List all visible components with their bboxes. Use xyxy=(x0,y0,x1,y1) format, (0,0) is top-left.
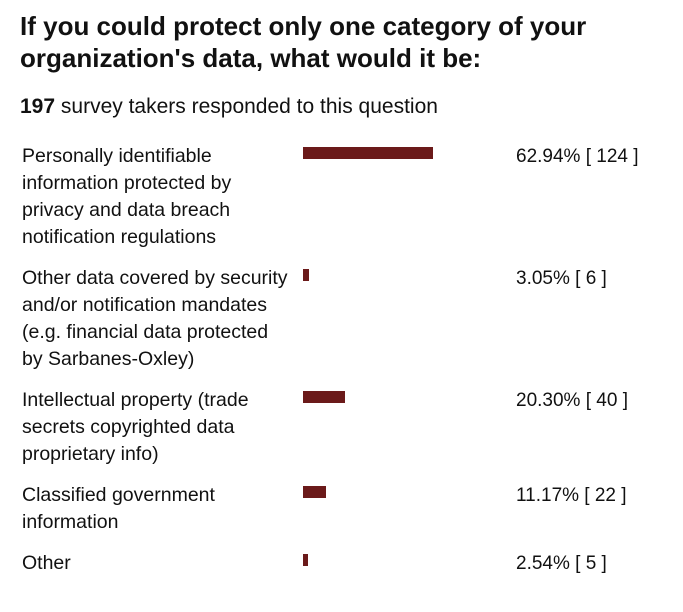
answer-row: Other data covered by security and/or no… xyxy=(22,265,672,373)
answer-label: Classified government information xyxy=(22,484,215,533)
answer-row: Intellectual property (trade secrets cop… xyxy=(22,387,672,468)
bar xyxy=(303,554,309,566)
bar xyxy=(303,391,346,403)
answer-label: Other xyxy=(22,552,71,574)
answer-label: Personally identifiable information prot… xyxy=(22,145,232,248)
bar-cell xyxy=(303,143,516,251)
bar-cell xyxy=(303,482,516,536)
answer-row: Personally identifiable information prot… xyxy=(22,143,672,251)
value-label: 62.94% [ 124 ] xyxy=(516,146,639,167)
answer-row: Other 2.54% [ 5 ] xyxy=(22,550,672,577)
bar xyxy=(303,269,310,281)
value-label: 3.05% [ 6 ] xyxy=(516,268,607,289)
answer-row: Classified government information 11.17% … xyxy=(22,482,672,536)
value-label: 2.54% [ 5 ] xyxy=(516,553,607,574)
answer-label: Other data covered by security and/or no… xyxy=(22,267,288,370)
bar-cell xyxy=(303,387,516,468)
bar xyxy=(303,486,327,498)
respondent-count: 197 xyxy=(20,95,56,118)
value-label: 11.17% [ 22 ] xyxy=(516,485,627,506)
response-summary: 197 survey takers responded to this ques… xyxy=(20,95,438,119)
bar xyxy=(303,147,434,159)
question-title: If you could protect only one category o… xyxy=(20,11,587,73)
answer-label: Intellectual property (trade secrets cop… xyxy=(22,389,249,465)
answer-list: Personally identifiable information prot… xyxy=(22,143,672,591)
value-label: 20.30% [ 40 ] xyxy=(516,390,628,411)
bar-cell xyxy=(303,550,516,577)
bar-cell xyxy=(303,265,516,373)
subtitle: survey takers responded to this question xyxy=(60,95,438,118)
